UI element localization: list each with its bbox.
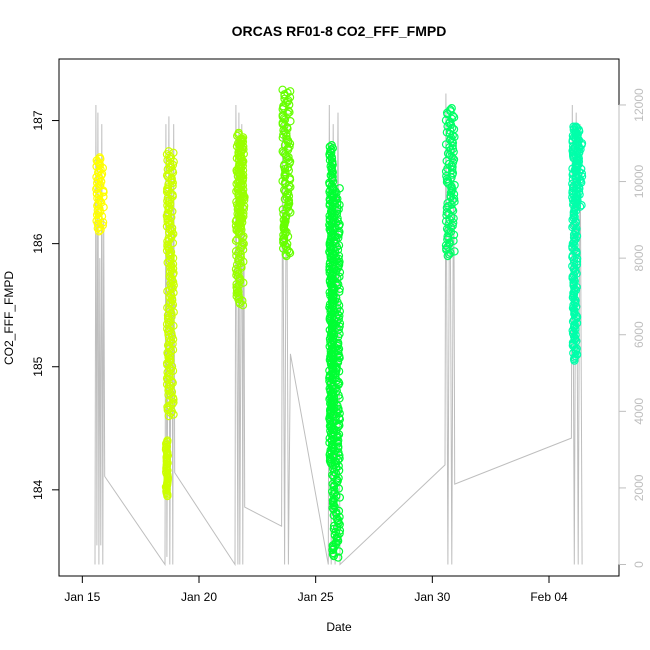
data-point [449, 218, 458, 227]
series-rf04 [278, 85, 295, 261]
y-tick-label: 184 [31, 479, 45, 499]
data-point [234, 269, 243, 278]
series-rf05 [325, 140, 345, 562]
x-axis-label: Date [326, 620, 352, 634]
data-point [233, 266, 243, 275]
data-point [281, 214, 290, 223]
data-point [238, 301, 248, 310]
data-point [332, 203, 342, 212]
y2-tick-label: 4000 [632, 398, 646, 425]
data-point [445, 250, 454, 259]
data-point [282, 151, 291, 160]
y-tick-label: 185 [31, 356, 45, 376]
data-point [443, 176, 453, 185]
data-point [570, 356, 579, 365]
data-point [282, 251, 291, 261]
series-rf03 [231, 128, 249, 310]
series-rf01 [92, 153, 108, 236]
data-point [284, 152, 293, 162]
data-point [162, 211, 172, 221]
x-tick-label: Jan 15 [64, 590, 100, 604]
data-point [163, 491, 172, 501]
data-point [572, 194, 581, 204]
data-point [282, 131, 291, 141]
data-point [442, 174, 452, 184]
data-point [574, 154, 584, 163]
data-point [329, 425, 339, 435]
data-point [335, 493, 344, 502]
data-point [165, 369, 174, 379]
data-point [334, 553, 343, 562]
data-point [443, 198, 452, 208]
y2-tick-label: 2000 [632, 474, 646, 501]
data-point [234, 210, 244, 220]
data-point [443, 251, 452, 261]
data-point [165, 351, 175, 360]
data-point [330, 485, 339, 495]
data-point [443, 110, 452, 119]
data-point [163, 237, 172, 246]
x-tick-label: Feb 04 [530, 590, 568, 604]
data-point [330, 370, 340, 379]
altitude-trace-line [94, 93, 583, 567]
x-tick-label: Jan 25 [298, 590, 334, 604]
data-point [285, 139, 295, 148]
data-point [281, 169, 290, 178]
data-point [572, 163, 581, 172]
data-point [164, 411, 173, 421]
data-point [575, 202, 585, 211]
y2-tick-label: 0 [632, 561, 646, 568]
data-point [335, 451, 344, 460]
data-point [237, 225, 246, 234]
series-rf06 [441, 103, 459, 261]
y2-tick-label: 12000 [632, 88, 646, 122]
data-point [442, 177, 452, 187]
y2-tick-label: 6000 [632, 321, 646, 348]
data-point [235, 227, 244, 236]
x-tick-label: Jan 30 [414, 590, 450, 604]
data-point [335, 284, 344, 293]
x-tick-label: Jan 20 [181, 590, 217, 604]
y2-tick-label: 8000 [632, 244, 646, 271]
data-point [96, 225, 105, 234]
y-tick-label: 186 [31, 233, 45, 253]
data-point [568, 326, 577, 335]
data-point [333, 346, 343, 355]
y-tick-label: 187 [31, 110, 45, 130]
data-point [169, 395, 178, 404]
axes-layer: Jan 15 Jan 20 Jan 25 Jan 30 Feb 04 184 185 186 1… [31, 88, 646, 604]
data-point [442, 207, 452, 217]
data-point [331, 193, 341, 202]
data-point [169, 410, 178, 419]
data-point [232, 280, 241, 289]
data-point [441, 241, 451, 250]
data-point [94, 227, 104, 236]
series-rf07 [568, 122, 587, 365]
data-point [232, 289, 241, 298]
y2-tick-label: 10000 [632, 164, 646, 198]
data-point [569, 210, 579, 220]
chart-title: ORCAS RF01-8 CO2_FFF_FMPD [232, 23, 447, 39]
altitude-trace-layer [94, 93, 583, 567]
data-point [240, 192, 249, 202]
data-point [329, 551, 338, 561]
data-point [335, 415, 344, 424]
data-point [168, 178, 177, 188]
series-rf02 [161, 147, 178, 501]
data-point [577, 200, 586, 210]
data-point [239, 209, 248, 218]
y-axis-label: CO2_FFF_FMPD [2, 271, 16, 365]
data-point [285, 107, 294, 117]
data-point [568, 239, 578, 248]
co2-points-layer [92, 85, 587, 562]
data-point [333, 439, 343, 448]
data-point [232, 286, 242, 295]
